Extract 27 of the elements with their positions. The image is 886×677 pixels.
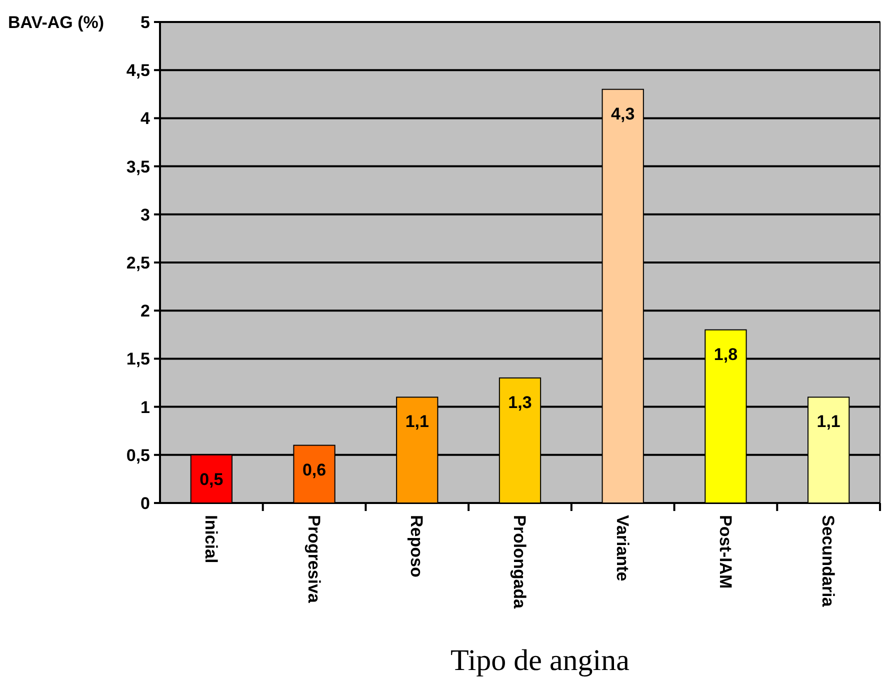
x-tick-label: Progresiva bbox=[304, 515, 324, 604]
x-tick-label: Variante bbox=[612, 515, 632, 582]
y-tick-label: 4 bbox=[140, 109, 151, 128]
x-tick-label: Reposo bbox=[407, 515, 426, 578]
y-tick-label: 4,5 bbox=[126, 61, 150, 80]
x-axis-title: Tipo de angina bbox=[450, 644, 630, 677]
data-label: 4,3 bbox=[611, 104, 635, 124]
x-tick-label: Inicial bbox=[201, 515, 220, 564]
y-tick-label: 1 bbox=[140, 398, 150, 417]
y-tick-label: 2,5 bbox=[126, 253, 150, 272]
data-label: 0,6 bbox=[302, 460, 326, 480]
data-label: 1,3 bbox=[508, 392, 532, 412]
y-tick-label: 2 bbox=[140, 302, 150, 321]
y-tick-label: 5 bbox=[140, 12, 150, 32]
y-tick-label: 0,5 bbox=[126, 446, 150, 465]
x-tick-label: Prolongada bbox=[510, 515, 530, 610]
data-label: 0,5 bbox=[200, 470, 224, 489]
x-tick-label: Secundaria bbox=[818, 515, 838, 608]
y-tick-label: 0 bbox=[140, 494, 150, 513]
y-axis-title: BAV-AG (%) bbox=[8, 13, 104, 32]
y-tick-label: 1,5 bbox=[126, 350, 150, 369]
x-tick-label: Post-IAM bbox=[716, 515, 735, 589]
data-label: 1,1 bbox=[816, 412, 840, 432]
y-tick-label: 3,5 bbox=[126, 157, 150, 176]
data-label: 1,1 bbox=[405, 412, 429, 432]
y-tick-label: 3 bbox=[140, 205, 150, 224]
data-label: 1,8 bbox=[714, 344, 738, 364]
